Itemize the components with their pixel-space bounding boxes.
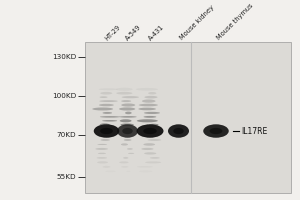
Ellipse shape [148, 139, 161, 141]
Ellipse shape [143, 116, 156, 118]
Ellipse shape [125, 112, 132, 114]
Ellipse shape [203, 124, 229, 138]
Ellipse shape [119, 161, 129, 163]
Text: IL17RE: IL17RE [242, 127, 268, 136]
Ellipse shape [117, 124, 138, 138]
Ellipse shape [123, 157, 128, 159]
Ellipse shape [120, 119, 132, 122]
Ellipse shape [99, 100, 118, 102]
Ellipse shape [121, 123, 134, 126]
Ellipse shape [97, 161, 108, 163]
Ellipse shape [137, 119, 158, 122]
Ellipse shape [136, 124, 164, 138]
Ellipse shape [100, 92, 112, 95]
Ellipse shape [144, 112, 160, 114]
Ellipse shape [145, 161, 161, 163]
Ellipse shape [143, 128, 157, 134]
Ellipse shape [137, 166, 153, 167]
Text: Mouse thymus: Mouse thymus [216, 3, 254, 41]
Ellipse shape [119, 107, 135, 111]
Ellipse shape [124, 139, 131, 141]
Ellipse shape [97, 144, 107, 145]
Ellipse shape [100, 123, 110, 126]
Ellipse shape [148, 92, 156, 94]
Text: 70KD: 70KD [57, 132, 76, 138]
Ellipse shape [95, 148, 108, 150]
Ellipse shape [103, 112, 112, 114]
Ellipse shape [97, 157, 107, 159]
Ellipse shape [103, 166, 110, 168]
Text: A-431: A-431 [147, 24, 165, 41]
Ellipse shape [99, 104, 114, 106]
Ellipse shape [121, 103, 135, 107]
Ellipse shape [121, 143, 128, 146]
Ellipse shape [127, 148, 133, 150]
Ellipse shape [94, 124, 119, 138]
Ellipse shape [119, 116, 137, 118]
Ellipse shape [128, 153, 134, 154]
Ellipse shape [98, 153, 106, 154]
Ellipse shape [102, 120, 117, 122]
Ellipse shape [92, 107, 113, 110]
Text: 130KD: 130KD [52, 54, 76, 60]
Ellipse shape [116, 92, 133, 95]
Ellipse shape [149, 124, 158, 126]
Ellipse shape [121, 100, 131, 102]
Ellipse shape [141, 148, 154, 150]
Text: HT-29: HT-29 [103, 24, 121, 41]
Ellipse shape [139, 104, 158, 106]
Ellipse shape [138, 108, 156, 110]
Ellipse shape [100, 96, 107, 98]
Ellipse shape [173, 128, 184, 134]
Ellipse shape [144, 96, 158, 98]
Ellipse shape [142, 99, 156, 103]
Ellipse shape [150, 157, 160, 159]
Ellipse shape [100, 116, 120, 118]
Ellipse shape [210, 128, 222, 134]
Ellipse shape [143, 143, 155, 146]
Ellipse shape [121, 166, 128, 168]
Ellipse shape [122, 128, 133, 134]
Text: 100KD: 100KD [52, 93, 76, 99]
Text: A-549: A-549 [124, 23, 142, 41]
Ellipse shape [122, 96, 139, 98]
Bar [85, 42, 291, 193]
Text: Mouse kidney: Mouse kidney [178, 5, 215, 41]
Ellipse shape [100, 128, 113, 134]
Text: 55KD: 55KD [57, 174, 76, 180]
Ellipse shape [144, 152, 156, 155]
Ellipse shape [168, 124, 189, 138]
Ellipse shape [100, 139, 110, 141]
